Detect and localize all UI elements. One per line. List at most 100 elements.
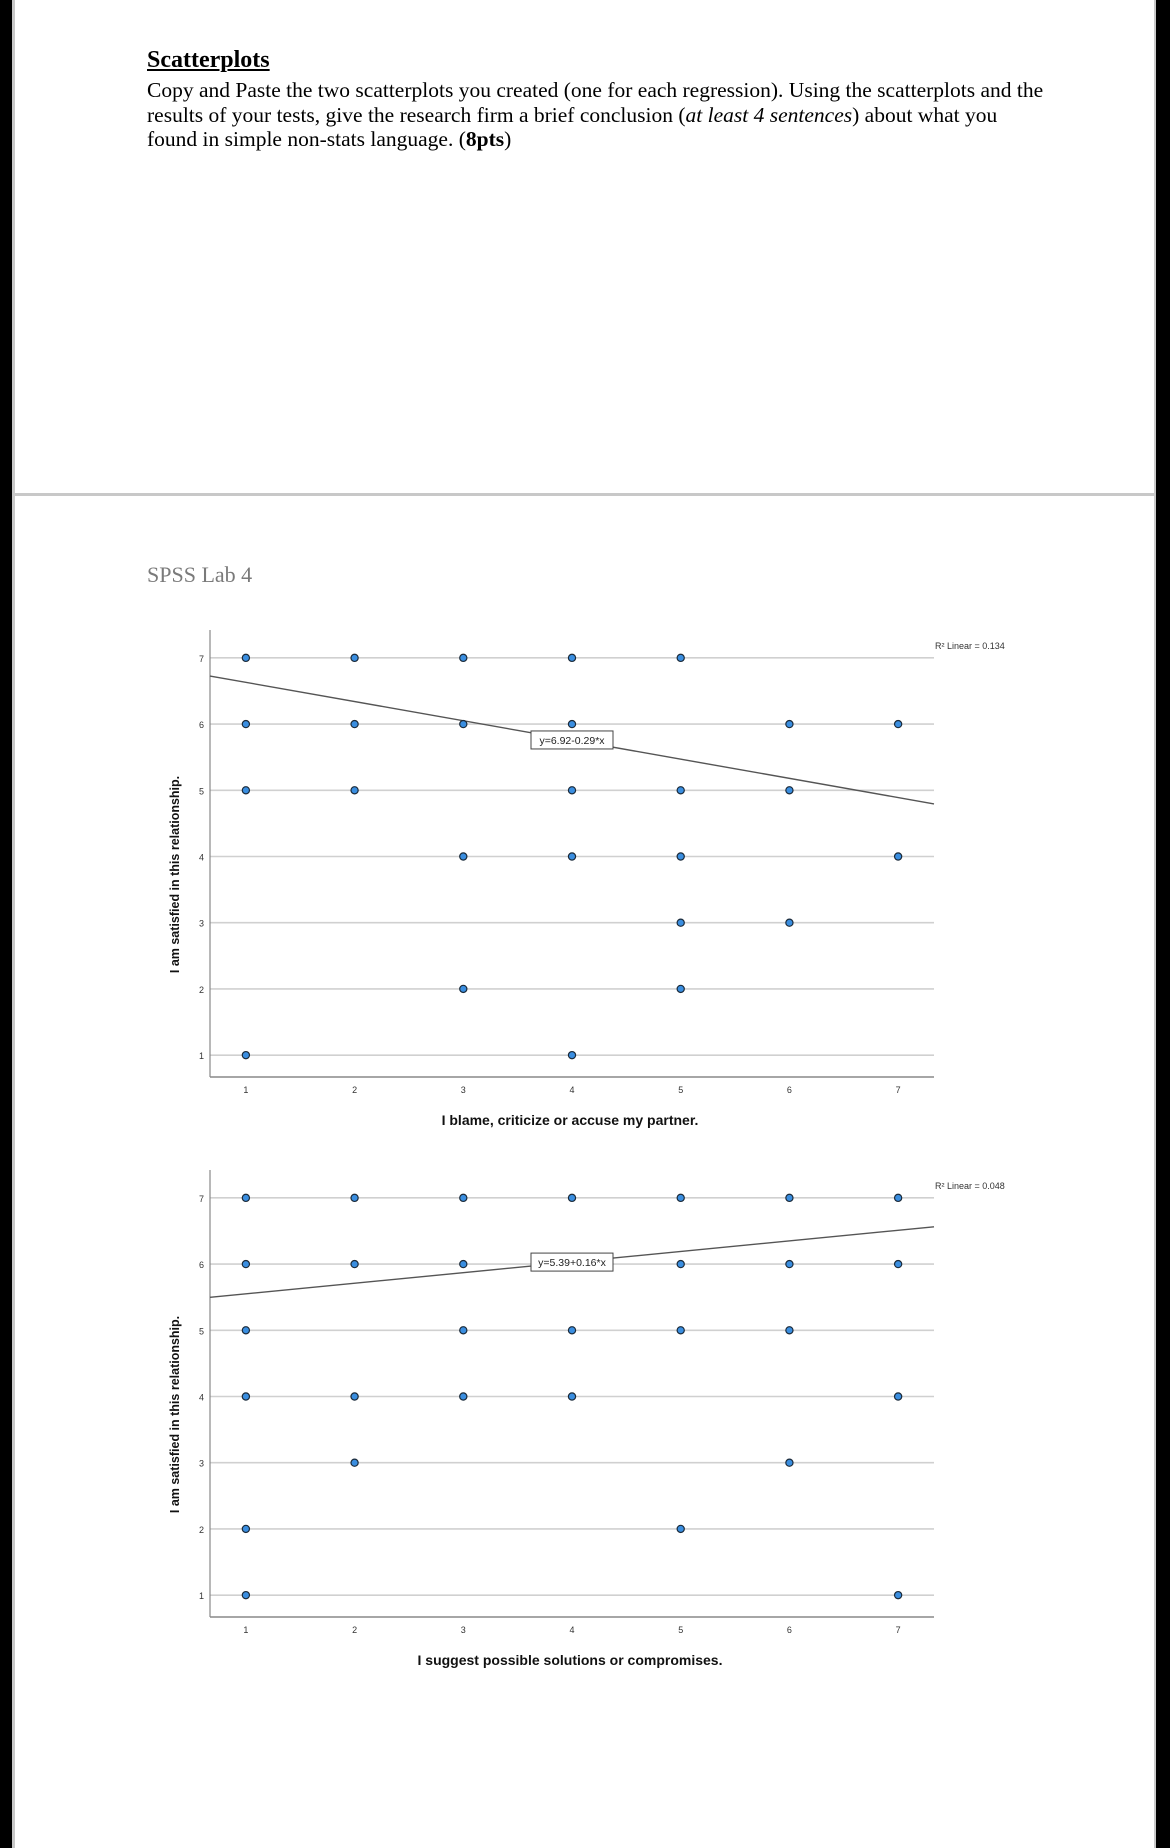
data-point	[567, 1392, 577, 1401]
data-point	[893, 1193, 903, 1203]
data-point	[459, 1392, 468, 1401]
equation-label: y=6.92-0.29*x	[539, 735, 605, 747]
instructions-part3: )	[504, 127, 512, 151]
data-point	[459, 1193, 468, 1203]
data-point	[459, 653, 468, 663]
x-tick-label: 5	[678, 1625, 683, 1635]
data-point	[785, 719, 794, 729]
data-point	[893, 1392, 903, 1401]
data-point	[785, 918, 794, 927]
data-point	[676, 1259, 685, 1269]
y-tick-label: 1	[199, 1591, 204, 1601]
data-point	[567, 1193, 577, 1203]
y-tick-label: 7	[199, 1194, 204, 1204]
scatterplot-compromise: 1 2 3 4 5 6 7 1 2 3 4 5 6 7 y=5.39+0.16*x R² Linear = 0…	[168, 1170, 1005, 1668]
y-tick-label: 4	[199, 1393, 204, 1403]
data-point	[459, 984, 468, 994]
x-tick-label: 2	[352, 1085, 357, 1095]
data-point	[676, 852, 685, 861]
data-point	[893, 719, 903, 729]
data-point	[241, 1050, 251, 1060]
left-border	[0, 0, 12, 1848]
y-tick-label: 5	[199, 786, 204, 796]
instructions-part1: Copy and Paste the two scatterplots you …	[147, 78, 1044, 127]
equation-box	[530, 1252, 614, 1272]
y-tick-label: 1	[199, 1051, 204, 1061]
x-tick-label: 5	[678, 1085, 683, 1095]
data-point	[676, 653, 685, 663]
instructions-italic: at least 4 sentences	[685, 102, 853, 127]
data-point	[893, 852, 903, 861]
data-point	[350, 1259, 359, 1269]
instructions-points: 8pts	[465, 127, 505, 151]
y-tick-label: 6	[199, 720, 204, 730]
y-tick-label: 4	[199, 853, 204, 863]
y-tick-label: 2	[199, 985, 204, 995]
data-point	[567, 1326, 577, 1335]
data-point	[241, 1392, 251, 1401]
x-tick-label: 6	[787, 1625, 792, 1635]
data-point	[241, 653, 251, 663]
data-point	[459, 1326, 468, 1335]
data-point	[350, 719, 359, 729]
data-point	[567, 1050, 577, 1060]
scatterplot-blame: 1 2 3 4 5 6 7 1 2 3 4 5 6 7 y=6.92-0.29*x R² Linear = 0…	[168, 630, 1005, 1128]
y-tick-label: 3	[199, 919, 204, 929]
y-tick-label: 2	[199, 1525, 204, 1535]
data-point	[350, 1392, 359, 1401]
data-point	[676, 984, 685, 994]
y-tick-label: 3	[199, 1459, 204, 1469]
y-axis-title: I am satisfied in this relationship.	[168, 776, 182, 973]
data-point	[350, 1193, 359, 1203]
data-point	[676, 918, 685, 927]
x-tick-label: 7	[896, 1085, 901, 1095]
data-point	[785, 1193, 794, 1203]
data-point	[567, 852, 577, 861]
data-point	[241, 1259, 251, 1269]
x-axis-title: I blame, criticize or accuse my partner.	[442, 1112, 699, 1128]
equation-label: y=5.39+0.16*x	[538, 1257, 606, 1269]
instructions-part2: ) about what you found in simple non-sta…	[147, 102, 998, 152]
data-point	[350, 653, 359, 663]
page-separator	[14, 493, 1154, 496]
right-border	[1156, 0, 1170, 1848]
x-tick-label: 7	[896, 1625, 901, 1635]
r-squared-label: R² Linear = 0.134	[935, 641, 1005, 651]
data-point	[676, 786, 685, 795]
data-point	[676, 1524, 685, 1534]
data-point	[567, 786, 577, 795]
x-tick-label: 1	[243, 1625, 248, 1635]
data-point	[893, 1259, 903, 1269]
y-axis-title: I am satisfied in this relationship.	[168, 1316, 182, 1513]
x-axis-title: I suggest possible solutions or compromi…	[418, 1652, 723, 1668]
x-tick-label: 2	[352, 1625, 357, 1635]
y-tick-label: 6	[199, 1260, 204, 1270]
data-point	[350, 1458, 359, 1467]
data-point	[350, 786, 359, 795]
x-tick-label: 3	[461, 1085, 466, 1095]
instructions: Copy and Paste the two scatterplots you …	[147, 78, 1047, 152]
y-tick-label: 7	[199, 654, 204, 664]
data-point	[459, 719, 468, 729]
data-point	[676, 1193, 685, 1203]
data-point	[785, 1259, 794, 1269]
data-point	[567, 719, 577, 729]
data-point	[785, 1458, 794, 1467]
page-header: SPSS Lab 4	[147, 562, 253, 587]
x-tick-label: 3	[461, 1625, 466, 1635]
x-tick-label: 6	[787, 1085, 792, 1095]
data-point	[241, 1326, 251, 1335]
data-point	[241, 719, 251, 729]
data-point	[567, 653, 577, 663]
data-point	[241, 1193, 251, 1203]
data-point	[241, 1590, 251, 1600]
data-point	[459, 852, 468, 861]
r-squared-label: R² Linear = 0.048	[935, 1181, 1005, 1191]
x-tick-label: 4	[569, 1625, 574, 1635]
data-point	[893, 1590, 903, 1600]
x-tick-label: 4	[569, 1085, 574, 1095]
data-point	[241, 786, 251, 795]
equation-box	[530, 730, 614, 750]
section-heading: Scatterplots	[147, 47, 270, 73]
right-border-edge	[1154, 0, 1156, 1848]
